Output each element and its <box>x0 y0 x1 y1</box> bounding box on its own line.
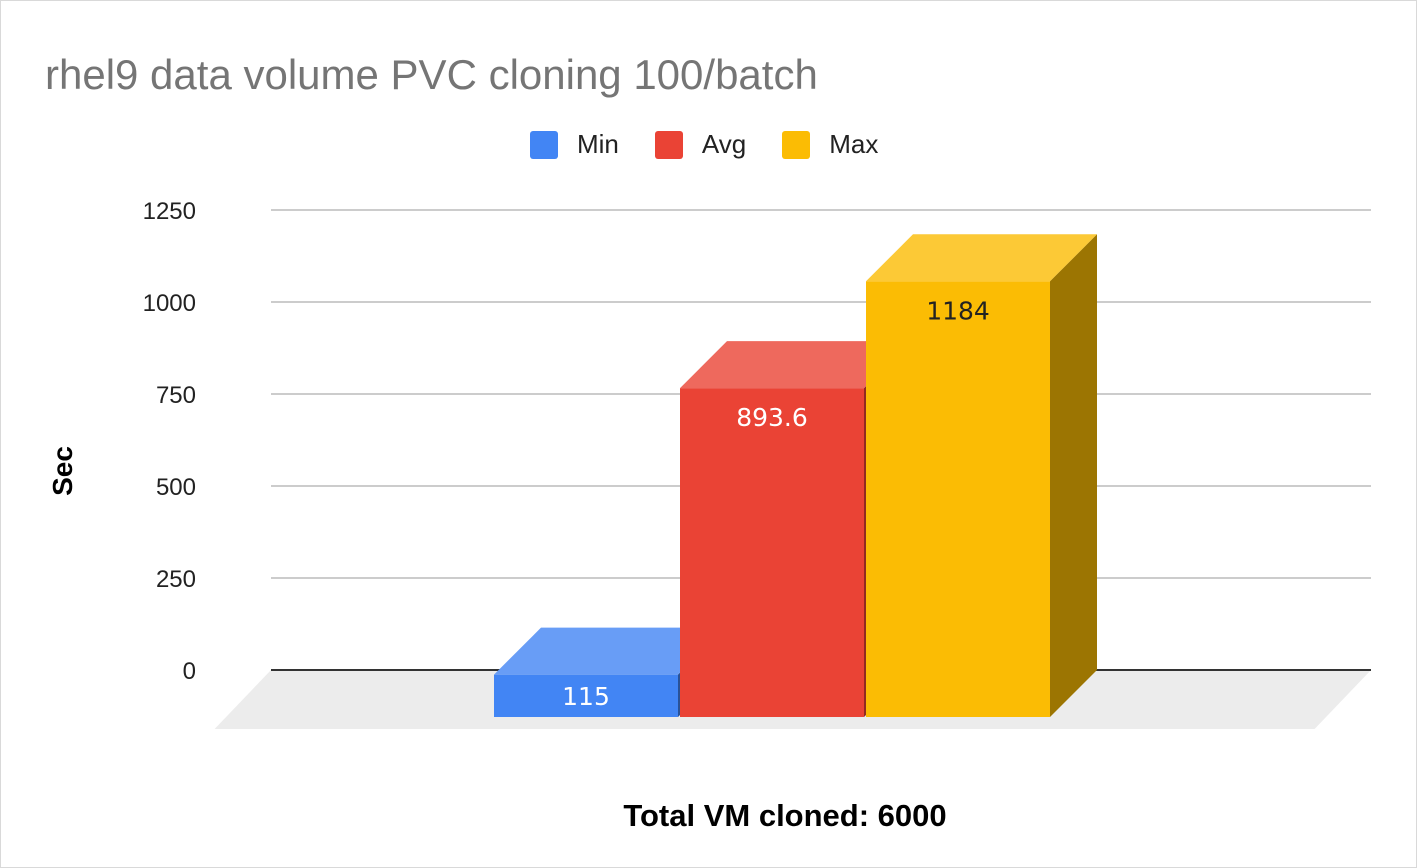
y-tick-label: 0 <box>183 658 196 685</box>
y-tick-label: 500 <box>156 474 196 501</box>
x-axis-label: Total VM cloned: 6000 <box>623 798 947 833</box>
bar-side-max <box>1050 234 1097 717</box>
data-label-avg: 893.6 <box>736 403 808 432</box>
y-tick-label: 1250 <box>143 198 196 225</box>
legend-label-min: Min <box>577 129 619 159</box>
legend-item-min: Min <box>530 129 619 160</box>
chart-legend: Min Avg Max <box>530 129 914 160</box>
legend-swatch-min <box>530 130 558 159</box>
legend-item-avg: Avg <box>654 129 747 160</box>
legend-item-max: Max <box>782 129 878 160</box>
legend-label-max: Max <box>829 129 879 159</box>
bar-top-min <box>494 627 725 675</box>
y-tick-label: 750 <box>156 382 196 409</box>
bar-avg <box>680 388 864 717</box>
y-tick-label: 250 <box>156 566 196 593</box>
data-label-min: 115 <box>562 682 610 711</box>
chart-title: rhel9 data volume PVC cloning 100/batch <box>45 51 818 98</box>
legend-label-avg: Avg <box>701 129 747 159</box>
bar-min <box>494 674 678 717</box>
legend-swatch-avg <box>654 130 683 159</box>
bar-max <box>866 281 1050 717</box>
bar-top-avg <box>680 341 911 389</box>
bar-top-max <box>866 234 1097 282</box>
legend-swatch-max <box>782 130 811 159</box>
y-tick-label: 1000 <box>143 290 196 317</box>
data-label-max: 1184 <box>926 296 990 325</box>
